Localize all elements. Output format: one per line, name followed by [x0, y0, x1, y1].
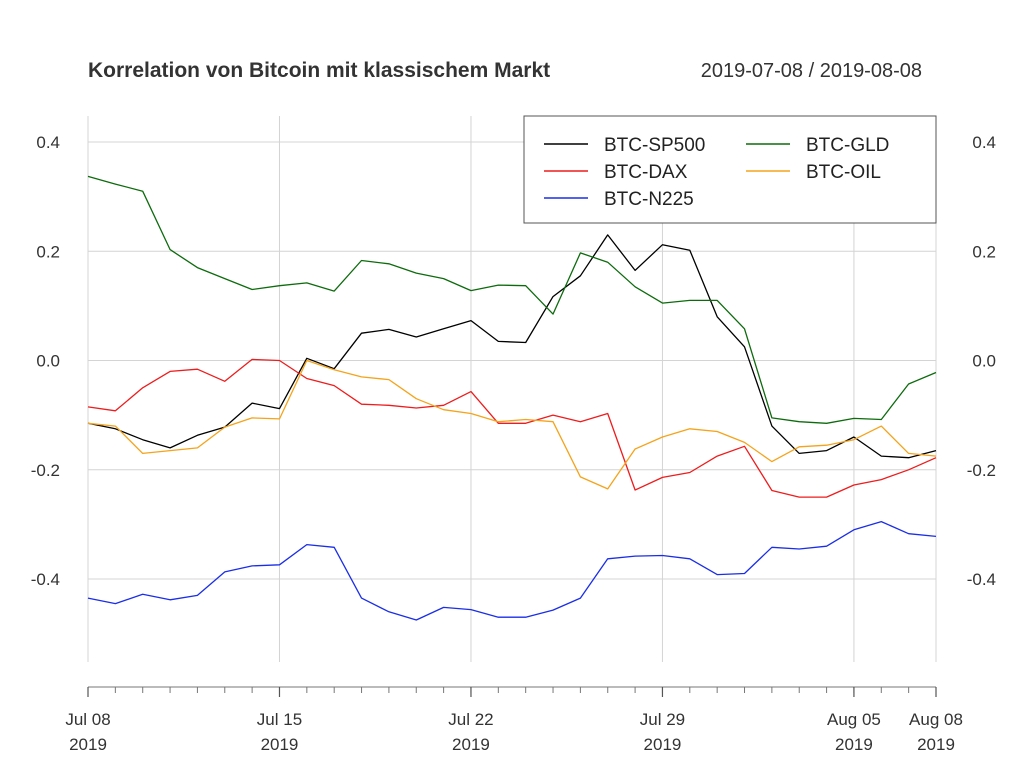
y-tick-label-right: 0.2 — [972, 242, 996, 261]
legend-label: BTC-N225 — [604, 189, 694, 210]
x-tick-label: Jul 22 — [448, 710, 493, 729]
y-tick-label: 0.4 — [36, 133, 60, 152]
series-lines — [87, 175, 937, 621]
x-tick-label: Jul 29 — [640, 710, 685, 729]
x-tick-label: Aug 05 — [827, 710, 881, 729]
x-tick-label: Jul 08 — [65, 710, 110, 729]
x-tick-year: 2019 — [261, 735, 299, 754]
series-line-btc-gld — [87, 175, 937, 424]
y-axis-left: 0.4 0.2 0.0 -0.2 -0.4 — [31, 133, 60, 589]
x-tick-year: 2019 — [835, 735, 873, 754]
series-line-btc-n225 — [87, 520, 937, 621]
y-tick-label-right: 0.0 — [972, 352, 996, 371]
y-tick-label-right: -0.4 — [967, 570, 996, 589]
x-tick-label: Jul 15 — [257, 710, 302, 729]
x-tick-year: 2019 — [644, 735, 682, 754]
legend-box — [523, 115, 937, 224]
y-tick-label-right: 0.4 — [972, 133, 996, 152]
legend: BTC-SP500 BTC-DAX BTC-N225 BTC-GLD BTC-OIL — [523, 115, 937, 224]
legend-label: BTC-SP500 — [604, 135, 705, 156]
y-tick-label: -0.4 — [31, 570, 60, 589]
legend-label: BTC-DAX — [604, 162, 688, 183]
x-tick-year: 2019 — [69, 735, 107, 754]
x-tick-label: Aug 08 — [909, 710, 963, 729]
y-tick-label-right: -0.2 — [967, 461, 996, 480]
series-line-btc-dax — [87, 358, 937, 498]
y-tick-label: 0.2 — [36, 242, 60, 261]
y-tick-label: -0.2 — [31, 461, 60, 480]
x-tick-year: 2019 — [452, 735, 490, 754]
y-tick-label: 0.0 — [36, 352, 60, 371]
x-axis: Jul 08 2019 Jul 15 2019 Jul 22 2019 Jul 29 2019… — [65, 686, 963, 754]
series-line-btc-sp500 — [87, 234, 937, 459]
legend-label: BTC-GLD — [806, 135, 889, 156]
x-tick-year: 2019 — [917, 735, 955, 754]
y-axis-right: 0.4 0.2 0.0 -0.2 -0.4 — [967, 133, 996, 589]
chart-title: Korrelation von Bitcoin mit klassischem … — [88, 59, 550, 82]
chart-date-range: 2019-07-08 / 2019-08-08 — [701, 60, 922, 82]
legend-label: BTC-OIL — [806, 162, 881, 183]
series-line-btc-oil — [87, 359, 937, 490]
